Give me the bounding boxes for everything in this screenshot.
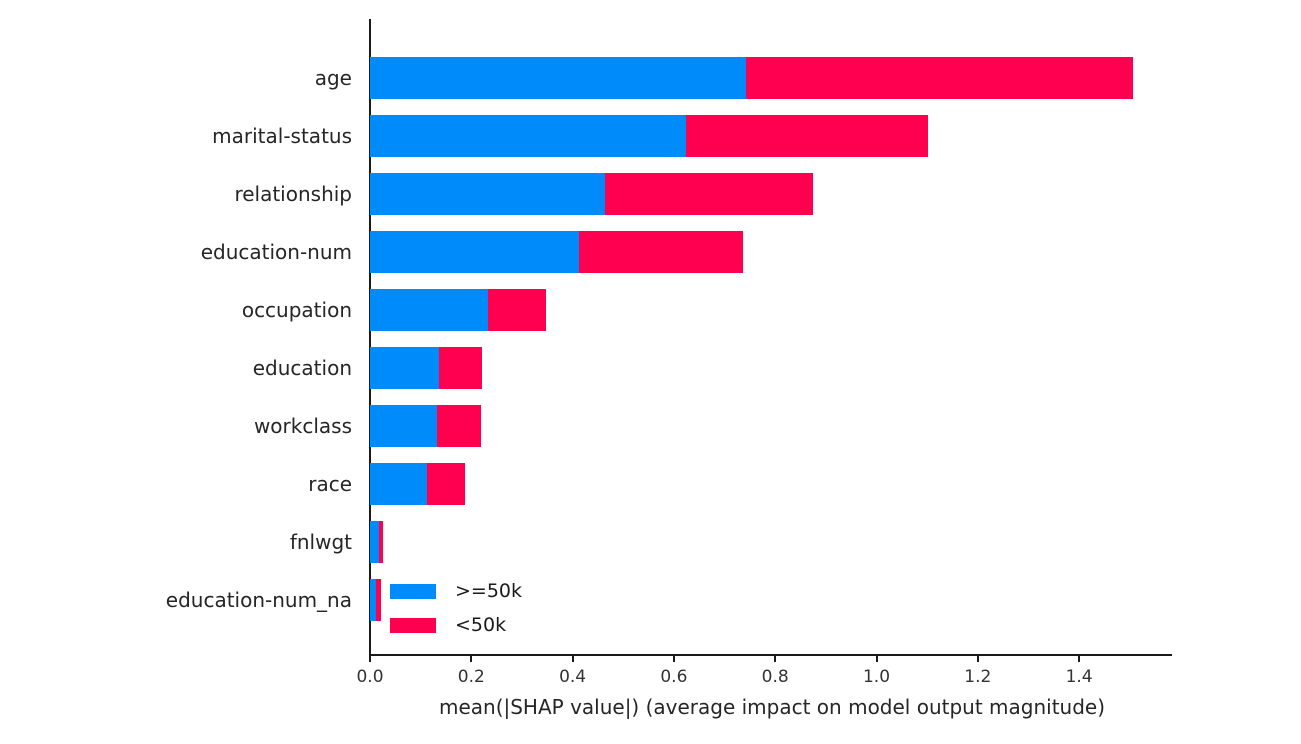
x-tick-mark-0.4 <box>571 655 574 662</box>
x-axis-spine <box>369 654 1172 656</box>
x-tick-label-0.4: 0.4 <box>559 667 587 687</box>
legend-label-ge50k: >=50k <box>455 580 523 602</box>
x-tick-mark-0.8 <box>774 655 777 662</box>
y-tick-label-age: age <box>314 66 352 90</box>
y-tick-label-education-num_na: education-num_na <box>165 588 352 612</box>
x-tick-mark-1.0 <box>875 655 878 662</box>
bar-education-num-ge50k <box>370 231 580 273</box>
bar-workclass-ge50k <box>370 405 438 447</box>
y-tick-label-marital-status: marital-status <box>212 124 352 148</box>
bar-relationship-lt50k <box>604 173 813 215</box>
bar-education-num-lt50k <box>579 231 744 273</box>
legend: >=50k <50k <box>390 574 522 642</box>
x-tick-label-1.0: 1.0 <box>862 667 891 687</box>
x-tick-label-1.4: 1.4 <box>1065 667 1093 687</box>
x-tick-mark-0.6 <box>672 655 675 662</box>
x-tick-mark-1.4 <box>1078 655 1081 662</box>
bar-fnlwgt-lt50k <box>379 521 384 563</box>
y-tick-label-education-num: education-num <box>200 240 352 264</box>
bar-occupation-lt50k <box>488 289 546 331</box>
x-tick-mark-0.2 <box>470 655 473 662</box>
x-axis-label: mean(|SHAP value|) (average impact on mo… <box>438 695 1106 719</box>
y-tick-label-occupation: occupation <box>241 298 352 322</box>
y-tick-label-race: race <box>308 472 352 496</box>
y-tick-label-fnlwgt: fnlwgt <box>289 530 352 554</box>
legend-entry-ge50k: >=50k <box>390 574 522 608</box>
x-tick-mark-0.0 <box>369 655 371 662</box>
y-tick-label-relationship: relationship <box>234 182 352 206</box>
bar-race-ge50k <box>370 463 428 505</box>
x-tick-label-0.2: 0.2 <box>457 667 485 687</box>
x-tick-mark-1.2 <box>976 655 979 662</box>
bar-education-lt50k <box>439 347 483 389</box>
y-tick-label-workclass: workclass <box>253 414 352 438</box>
y-axis-spine <box>369 19 371 656</box>
x-tick-label-0.6: 0.6 <box>660 667 688 687</box>
bar-fnlwgt-ge50k <box>370 521 380 563</box>
bar-workclass-lt50k <box>437 405 481 447</box>
legend-swatch-ge50k-icon <box>390 583 436 599</box>
bar-race-lt50k <box>427 463 466 505</box>
bar-education-num_na-lt50k <box>376 579 382 621</box>
bar-age-lt50k <box>745 57 1133 99</box>
bar-occupation-ge50k <box>370 289 488 331</box>
bar-marital-status-ge50k <box>370 115 687 157</box>
bar-age-ge50k <box>370 57 746 99</box>
x-tick-label-1.2: 1.2 <box>964 667 992 687</box>
bar-education-num_na-ge50k <box>370 579 377 621</box>
y-tick-label-education: education <box>252 356 352 380</box>
bar-relationship-ge50k <box>370 173 605 215</box>
legend-swatch-lt50k-icon <box>390 617 436 633</box>
bar-education-ge50k <box>370 347 440 389</box>
legend-label-lt50k: <50k <box>455 614 507 636</box>
bar-marital-status-lt50k <box>686 115 928 157</box>
x-tick-label-0.0: 0.0 <box>356 667 384 687</box>
legend-entry-lt50k: <50k <box>390 608 522 642</box>
x-tick-label-0.8: 0.8 <box>761 667 789 687</box>
